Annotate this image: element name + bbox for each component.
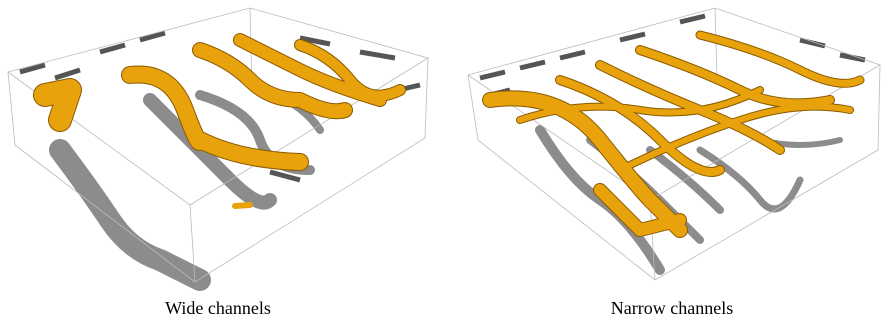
caption: Wide channels: [165, 298, 271, 318]
wide-channels-render: [8, 8, 428, 282]
narrow-channels-render: [468, 8, 880, 280]
figure: Wide channels Narrow channels: [0, 0, 889, 327]
caption: Narrow channels: [611, 298, 733, 318]
